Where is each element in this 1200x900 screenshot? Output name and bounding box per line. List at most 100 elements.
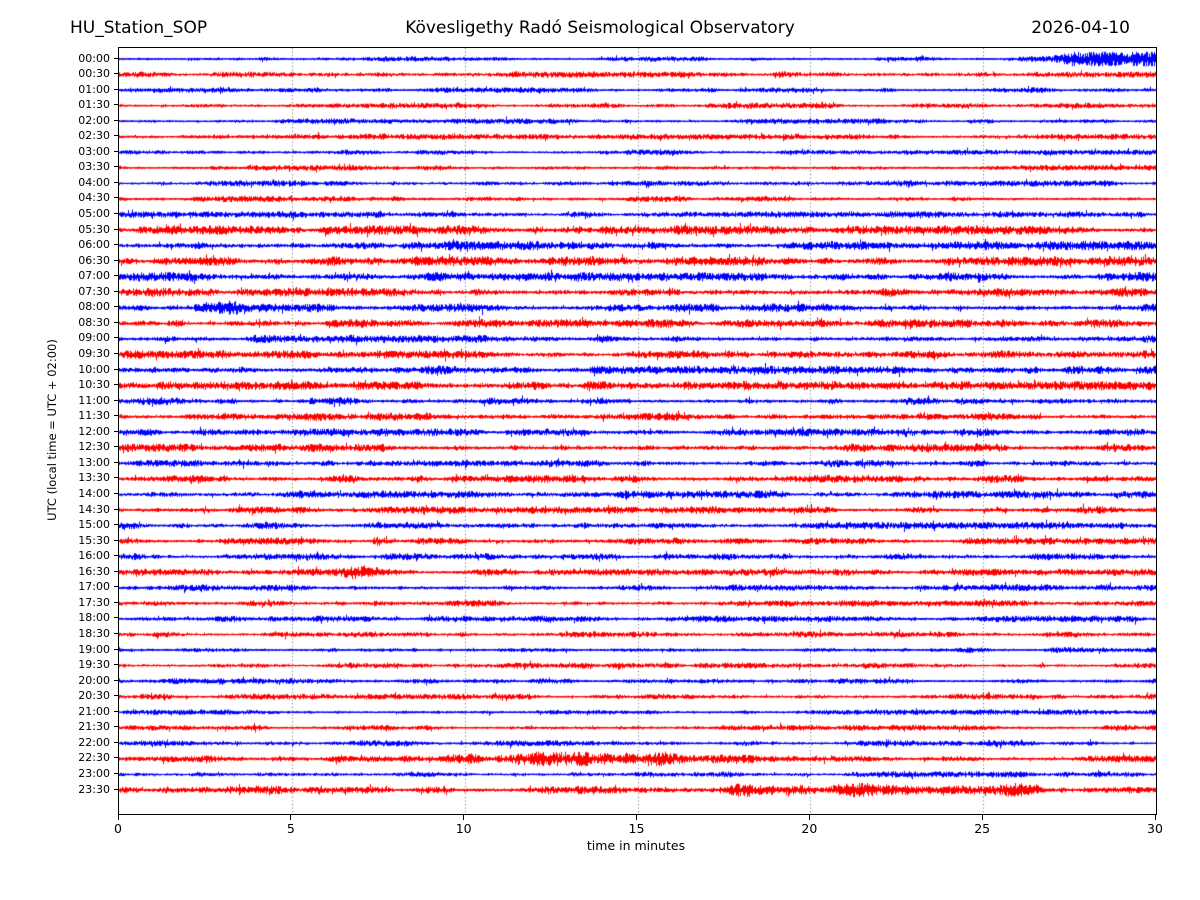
y-tick-mark bbox=[114, 570, 119, 572]
y-tick-mark bbox=[114, 586, 119, 588]
y-tick-mark bbox=[114, 368, 119, 370]
y-tick-mark bbox=[114, 384, 119, 386]
y-tick-label: 04:30 bbox=[78, 191, 110, 205]
y-tick-label: 16:30 bbox=[78, 564, 110, 578]
y-tick-label: 08:30 bbox=[78, 315, 110, 329]
y-tick-label: 05:30 bbox=[78, 222, 110, 236]
y-tick-label: 04:00 bbox=[78, 175, 110, 189]
y-tick-label: 00:30 bbox=[78, 67, 110, 81]
y-tick-label: 03:30 bbox=[78, 160, 110, 174]
y-tick-mark bbox=[114, 664, 119, 666]
y-tick-label: 17:00 bbox=[78, 580, 110, 594]
y-tick-label: 11:00 bbox=[78, 393, 110, 407]
y-tick-label: 09:00 bbox=[78, 331, 110, 345]
y-tick-mark bbox=[114, 477, 119, 479]
x-tick-label: 5 bbox=[286, 821, 295, 836]
y-tick-mark bbox=[114, 104, 119, 106]
y-tick-mark bbox=[114, 648, 119, 650]
y-tick-label: 15:30 bbox=[78, 533, 110, 547]
y-tick-label: 02:30 bbox=[78, 129, 110, 143]
y-tick-label: 14:00 bbox=[78, 486, 110, 500]
y-tick-mark bbox=[114, 757, 119, 759]
seismogram-traces-canvas bbox=[119, 48, 1156, 814]
y-tick-mark bbox=[114, 88, 119, 90]
y-tick-label: 23:30 bbox=[78, 782, 110, 796]
y-tick-label: 20:30 bbox=[78, 689, 110, 703]
y-tick-mark bbox=[114, 772, 119, 774]
y-tick-mark bbox=[114, 741, 119, 743]
y-tick-mark bbox=[114, 695, 119, 697]
y-tick-label: 07:00 bbox=[78, 269, 110, 283]
x-tick-mark bbox=[981, 815, 983, 820]
y-tick-label: 21:30 bbox=[78, 720, 110, 734]
x-tick-label: 15 bbox=[628, 821, 645, 836]
y-tick-label: 11:30 bbox=[78, 409, 110, 423]
y-tick-label: 10:30 bbox=[78, 378, 110, 392]
y-tick-mark bbox=[114, 508, 119, 510]
y-tick-label: 21:00 bbox=[78, 704, 110, 718]
y-tick-mark bbox=[114, 555, 119, 557]
y-tick-mark bbox=[114, 321, 119, 323]
y-tick-mark bbox=[114, 788, 119, 790]
y-tick-label: 15:00 bbox=[78, 518, 110, 532]
y-tick-mark bbox=[114, 679, 119, 681]
y-tick-mark bbox=[114, 197, 119, 199]
y-tick-mark bbox=[114, 244, 119, 246]
y-tick-label: 08:00 bbox=[78, 300, 110, 314]
plot-area bbox=[118, 47, 1157, 815]
y-tick-mark bbox=[114, 290, 119, 292]
y-tick-label: 18:00 bbox=[78, 611, 110, 625]
y-tick-mark bbox=[114, 446, 119, 448]
x-tick-mark bbox=[636, 815, 637, 820]
y-tick-label: 22:30 bbox=[78, 751, 110, 765]
y-tick-mark bbox=[114, 228, 119, 230]
y-tick-mark bbox=[114, 57, 119, 59]
y-tick-mark bbox=[114, 492, 119, 494]
y-tick-mark bbox=[114, 181, 119, 183]
y-tick-label: 00:00 bbox=[78, 51, 110, 65]
y-tick-mark bbox=[114, 135, 119, 137]
x-tick-label: 30 bbox=[1147, 821, 1163, 836]
y-tick-label: 22:00 bbox=[78, 735, 110, 749]
y-tick-label: 10:00 bbox=[78, 362, 110, 376]
x-tick-mark bbox=[463, 815, 465, 820]
y-tick-label: 13:00 bbox=[78, 455, 110, 469]
y-tick-mark bbox=[114, 213, 119, 215]
y-tick-label: 17:30 bbox=[78, 595, 110, 609]
y-tick-mark bbox=[114, 150, 119, 152]
y-tick-label: 05:00 bbox=[78, 207, 110, 221]
y-tick-mark bbox=[114, 430, 119, 432]
y-tick-label: 02:00 bbox=[78, 113, 110, 127]
y-tick-label: 14:30 bbox=[78, 502, 110, 516]
x-tick-label: 20 bbox=[801, 821, 818, 836]
y-tick-mark bbox=[114, 710, 119, 712]
y-tick-mark bbox=[114, 119, 119, 121]
y-tick-mark bbox=[114, 73, 119, 75]
y-tick-mark bbox=[114, 166, 119, 168]
y-tick-mark bbox=[114, 726, 119, 728]
y-tick-label: 20:00 bbox=[78, 673, 110, 687]
x-tick-mark bbox=[808, 815, 810, 820]
y-tick-label: 03:00 bbox=[78, 144, 110, 158]
y-tick-label: 19:30 bbox=[78, 658, 110, 672]
x-tick-mark bbox=[117, 815, 119, 820]
y-tick-mark bbox=[114, 259, 119, 261]
y-tick-label: 06:30 bbox=[78, 253, 110, 267]
y-tick-label: 19:00 bbox=[78, 642, 110, 656]
y-tick-label: 23:00 bbox=[78, 766, 110, 780]
observatory-title: Kövesligethy Radó Seismological Observat… bbox=[405, 18, 795, 38]
x-tick-label: 10 bbox=[455, 821, 472, 836]
y-tick-mark bbox=[114, 461, 119, 463]
y-tick-mark bbox=[114, 539, 119, 541]
y-tick-label: 06:00 bbox=[78, 238, 110, 252]
y-tick-label: 18:30 bbox=[78, 626, 110, 640]
y-tick-label: 13:30 bbox=[78, 471, 110, 485]
y-tick-mark bbox=[114, 353, 119, 354]
y-tick-mark bbox=[114, 415, 119, 417]
y-tick-mark bbox=[114, 524, 119, 526]
date-label: 2026-04-10 bbox=[1031, 18, 1130, 38]
y-tick-label: 09:30 bbox=[78, 347, 110, 360]
y-tick-mark bbox=[114, 275, 119, 277]
x-tick-label: 25 bbox=[974, 821, 991, 836]
